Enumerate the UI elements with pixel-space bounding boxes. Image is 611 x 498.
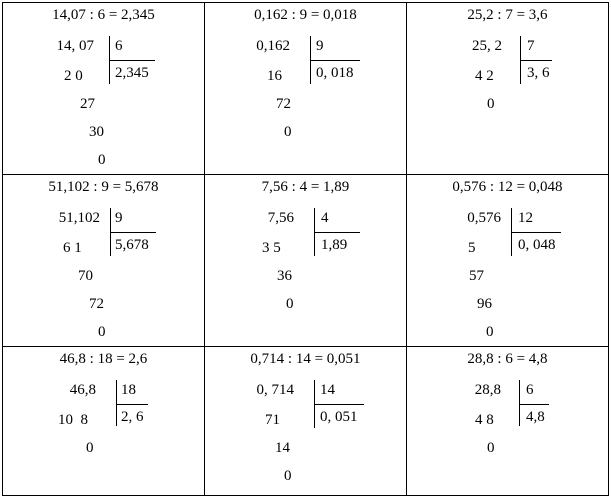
equation: 51,102 : 9 = 5,678 [48, 179, 159, 195]
division-cell: 0,714 : 14 = 0,051 0, 714 14 0, 051 71 1… [204, 346, 407, 496]
divisor: 7 [527, 38, 535, 54]
step: 0 [284, 468, 292, 484]
step: 72 [89, 296, 104, 312]
division-cell: 0,576 : 12 = 0,048 0,576 12 0, 048 5 57 … [406, 174, 609, 347]
division-bracket-vertical [519, 380, 520, 426]
step: 96 [477, 296, 492, 312]
step: 6 1 [63, 240, 82, 256]
step: 4 8 [475, 412, 494, 428]
quotient: 4,8 [526, 409, 545, 425]
divisor: 6 [115, 38, 123, 54]
division-cell: 25,2 : 7 = 3,6 25, 2 7 3, 6 4 2 0 [406, 2, 609, 175]
division-bracket-horizontal [520, 60, 552, 61]
dividend: 28,8 [474, 382, 501, 398]
equation: 7,56 : 4 = 1,89 [261, 179, 350, 195]
dividend: 0,576 [467, 210, 501, 226]
dividend: 14, 07 [56, 38, 95, 54]
division-bracket-horizontal [314, 232, 360, 233]
division-cell: 51,102 : 9 = 5,678 51,102 9 5,678 6 1 70… [2, 174, 205, 347]
step: 27 [80, 96, 95, 112]
step: 0 [487, 96, 495, 112]
divisor: 6 [526, 382, 534, 398]
step: 10 8 [58, 412, 88, 428]
division-cell: 14,07 : 6 = 2,345 14, 07 6 2,345 2 0 27 … [2, 2, 205, 175]
equation: 28,8 : 6 = 4,8 [467, 351, 548, 367]
equation: 0,576 : 12 = 0,048 [452, 179, 563, 195]
quotient: 0, 018 [316, 65, 354, 81]
division-bracket-horizontal [519, 404, 549, 405]
divisor: 12 [518, 210, 533, 226]
step: 30 [89, 124, 104, 140]
step: 0 [487, 440, 495, 456]
division-bracket-horizontal [511, 232, 561, 233]
division-bracket-horizontal [310, 60, 360, 61]
step: 70 [78, 268, 93, 284]
dividend: 46,8 [69, 382, 96, 398]
quotient: 1,89 [321, 237, 348, 253]
step: 2 0 [64, 68, 83, 84]
divisor: 9 [115, 210, 123, 226]
divisor: 4 [321, 210, 329, 226]
step: 5 [468, 240, 476, 256]
divisor: 9 [316, 38, 324, 54]
dividend: 7,56 [267, 210, 294, 226]
divisor: 18 [121, 382, 136, 398]
division-cell: 28,8 : 6 = 4,8 28,8 6 4,8 4 8 0 [406, 346, 609, 496]
step: 0 [486, 324, 494, 340]
quotient: 0, 051 [320, 409, 358, 425]
division-cell: 7,56 : 4 = 1,89 7,56 4 1,89 3 5 36 0 [204, 174, 407, 347]
step: 0 [86, 440, 94, 456]
division-cell: 0,162 : 9 = 0,018 0,162 9 0, 018 16 72 0 [204, 2, 407, 175]
equation: 46,8 : 18 = 2,6 [59, 351, 148, 367]
step: 16 [267, 68, 282, 84]
dividend: 51,102 [58, 210, 100, 226]
step: 0 [98, 324, 106, 340]
dividend: 0,162 [256, 38, 290, 54]
division-bracket-horizontal [314, 404, 364, 405]
quotient: 2, 6 [121, 409, 144, 425]
step: 72 [276, 96, 291, 112]
equation: 0,162 : 9 = 0,018 [254, 7, 357, 23]
step: 0 [286, 296, 294, 312]
step: 14 [275, 440, 290, 456]
equation: 0,714 : 14 = 0,051 [250, 351, 361, 367]
step: 36 [277, 268, 292, 284]
quotient: 3, 6 [527, 65, 550, 81]
equation: 25,2 : 7 = 3,6 [467, 7, 548, 23]
divisor: 14 [320, 382, 335, 398]
dividend: 25, 2 [472, 38, 502, 54]
division-bracket-horizontal [109, 60, 155, 61]
step: 0 [98, 152, 106, 168]
step: 3 5 [262, 240, 281, 256]
equation: 14,07 : 6 = 2,345 [52, 7, 155, 23]
step: 4 2 [475, 68, 494, 84]
quotient: 2,345 [115, 65, 149, 81]
division-bracket-vertical [116, 380, 117, 426]
dividend: 0, 714 [256, 382, 295, 398]
step: 71 [265, 412, 280, 428]
division-cell: 46,8 : 18 = 2,6 46,8 18 2, 6 10 8 0 [2, 346, 205, 496]
step: 57 [469, 268, 484, 284]
step: 0 [284, 124, 292, 140]
quotient: 5,678 [115, 237, 149, 253]
division-bracket-horizontal [110, 232, 156, 233]
division-bracket-horizontal [116, 404, 148, 405]
quotient: 0, 048 [518, 237, 556, 253]
